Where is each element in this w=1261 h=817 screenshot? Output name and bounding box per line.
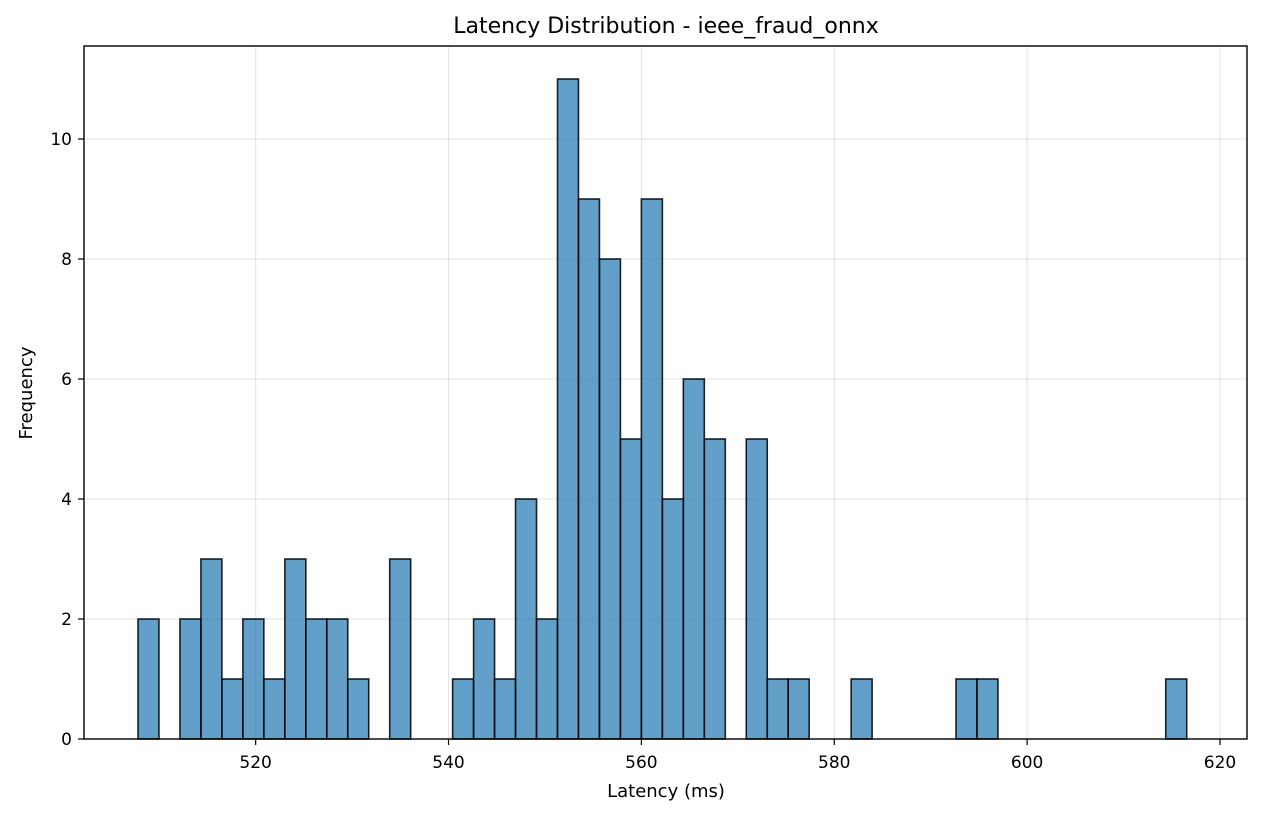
y-tick-label: 6 (61, 370, 72, 390)
histogram-bar (200, 558, 223, 740)
histogram-bar (221, 678, 244, 740)
x-axis-label: Latency (ms) (607, 781, 725, 802)
histogram-bar (325, 618, 349, 740)
histogram-bar (850, 678, 873, 740)
histogram-bar (976, 678, 999, 740)
histogram-bar (1164, 678, 1188, 740)
histogram-bar (745, 438, 769, 740)
histogram-bar (451, 678, 475, 740)
histogram-bar (493, 678, 517, 740)
y-tick-label: 10 (50, 130, 72, 150)
x-tick-label: 580 (818, 753, 850, 773)
histogram-bar (556, 78, 580, 740)
histogram-bar (472, 618, 496, 740)
y-axis-label: Frequency (16, 346, 37, 439)
bars (137, 78, 1188, 740)
histogram-bar (577, 198, 601, 740)
histogram-bar (766, 678, 790, 740)
histogram-bar (179, 618, 202, 740)
histogram-bar (955, 678, 978, 740)
histogram-bar (242, 618, 265, 740)
histogram-bar (640, 198, 664, 740)
histogram-bar (703, 438, 727, 740)
histogram-bar (682, 378, 706, 740)
x-tick-label: 520 (239, 753, 271, 773)
y-tick-label: 2 (61, 610, 72, 630)
x-tick-label: 600 (1011, 753, 1043, 773)
histogram-bar (514, 498, 538, 740)
x-tick-label: 560 (625, 753, 657, 773)
histogram-bar (598, 258, 622, 740)
plot-frame (83, 45, 1248, 740)
y-tick-label: 8 (61, 250, 72, 270)
histogram-bar (787, 678, 810, 740)
x-tick-label: 540 (432, 753, 464, 773)
histogram-bar (137, 618, 160, 740)
x-axis-ticks: 520 540 560 580 600 620 (239, 739, 1236, 773)
histogram-bar (346, 678, 370, 740)
y-tick-label: 4 (61, 490, 72, 510)
y-tick-label: 0 (61, 730, 72, 750)
y-axis-ticks: 0 2 4 6 8 10 (50, 130, 84, 750)
x-tick-label: 620 (1204, 753, 1236, 773)
histogram-bar (388, 558, 412, 740)
histogram-bar (304, 618, 328, 740)
histogram-bar (263, 678, 286, 740)
histogram-bar (284, 558, 307, 740)
histogram-bar (619, 438, 643, 740)
chart-title: Latency Distribution - ieee_fraud_onnx (453, 14, 879, 39)
histogram-bar (661, 498, 685, 740)
histogram-bar (535, 618, 559, 740)
